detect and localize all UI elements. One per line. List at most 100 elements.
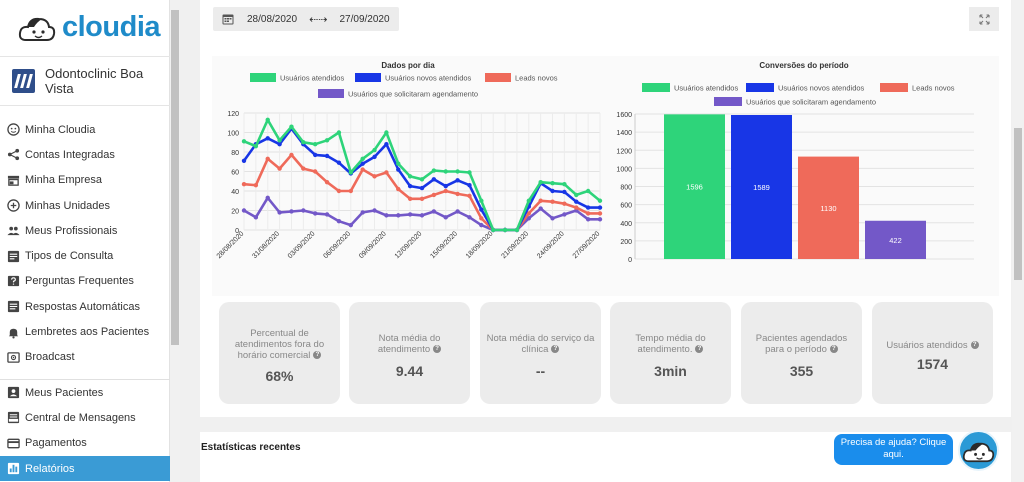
help-chatbot-button[interactable] (958, 430, 999, 471)
sidebar-item-minhas-unidades[interactable]: Minhas Unidades (0, 193, 170, 218)
data-point[interactable] (491, 227, 496, 233)
legend-swatch[interactable] (485, 73, 511, 82)
data-point[interactable] (479, 222, 484, 228)
help-bubble-button[interactable]: Precisa de ajuda? Clique aqui. (834, 434, 953, 465)
data-point[interactable] (538, 198, 543, 203)
data-point[interactable] (396, 186, 401, 192)
help-icon[interactable]: ? (313, 351, 322, 360)
data-point[interactable] (277, 138, 282, 143)
data-point[interactable] (455, 178, 460, 183)
data-point[interactable] (265, 156, 270, 162)
data-point[interactable] (419, 185, 425, 191)
help-icon[interactable]: ? (433, 345, 442, 354)
legend-swatch[interactable] (746, 83, 774, 92)
legend-swatch[interactable] (318, 89, 344, 98)
data-point[interactable] (455, 191, 460, 197)
data-point[interactable] (313, 169, 318, 174)
data-point[interactable] (585, 217, 591, 222)
data-point[interactable] (431, 209, 437, 214)
data-point[interactable] (514, 227, 520, 233)
sidebar-item-meus-profissionais[interactable]: Meus Profissionais (0, 218, 170, 243)
data-point[interactable] (550, 199, 555, 204)
data-point[interactable] (360, 210, 365, 215)
sidebar-item-meus-pacientes[interactable]: Meus Pacientes (0, 380, 170, 405)
data-point[interactable] (574, 199, 579, 204)
sidebar-item-broadcast[interactable]: Broadcast (0, 345, 170, 370)
data-point[interactable] (396, 213, 401, 218)
data-point[interactable] (455, 209, 460, 214)
help-icon[interactable]: ? (829, 345, 838, 354)
help-icon[interactable]: ? (551, 345, 560, 354)
legend-swatch[interactable] (250, 73, 276, 82)
data-point[interactable] (372, 208, 377, 213)
data-point[interactable] (538, 206, 543, 211)
data-point[interactable] (467, 215, 472, 220)
data-point[interactable] (443, 188, 448, 194)
sidebar-item-relat-rios[interactable]: Relatórios (0, 455, 170, 482)
sidebar-item-tipos-de-consulta[interactable]: Tipos de Consulta (0, 243, 170, 268)
data-point[interactable] (467, 182, 472, 188)
data-point[interactable] (407, 196, 413, 201)
data-point[interactable] (301, 208, 306, 213)
data-point[interactable] (360, 156, 365, 162)
bar[interactable] (731, 114, 792, 259)
data-point[interactable] (384, 130, 389, 135)
data-point[interactable] (324, 180, 330, 185)
data-point[interactable] (467, 170, 472, 175)
data-point[interactable] (585, 205, 591, 210)
page-scrollbar-thumb[interactable] (1014, 128, 1022, 280)
data-point[interactable] (241, 181, 247, 187)
data-point[interactable] (419, 213, 425, 218)
data-point[interactable] (550, 181, 555, 186)
data-point[interactable] (597, 211, 603, 216)
data-point[interactable] (289, 124, 294, 129)
data-point[interactable] (562, 181, 567, 187)
data-point[interactable] (443, 215, 448, 220)
data-point[interactable] (574, 205, 579, 210)
sidebar-scrollbar-thumb[interactable] (171, 10, 179, 345)
data-point[interactable] (597, 198, 603, 203)
data-point[interactable] (562, 212, 567, 217)
data-point[interactable] (431, 177, 437, 182)
data-point[interactable] (241, 158, 247, 163)
data-point[interactable] (360, 167, 365, 172)
data-point[interactable] (526, 216, 531, 221)
data-point[interactable] (597, 217, 603, 222)
bar[interactable] (865, 220, 926, 259)
data-point[interactable] (467, 193, 472, 199)
data-point[interactable] (384, 142, 389, 147)
data-point[interactable] (360, 161, 365, 166)
data-point[interactable] (336, 130, 342, 135)
data-point[interactable] (431, 168, 437, 173)
data-point[interactable] (407, 212, 413, 217)
data-point[interactable] (526, 211, 531, 216)
legend-swatch[interactable] (714, 97, 742, 106)
data-point[interactable] (526, 198, 531, 203)
data-point[interactable] (585, 188, 591, 194)
data-point[interactable] (313, 142, 318, 147)
data-point[interactable] (324, 153, 330, 159)
sidebar-item-minha-empresa[interactable]: Minha Empresa (0, 168, 170, 193)
sidebar-item-contas-integradas[interactable]: Contas Integradas (0, 142, 170, 167)
data-point[interactable] (407, 183, 413, 189)
data-point[interactable] (348, 188, 353, 194)
data-point[interactable] (585, 211, 591, 216)
data-point[interactable] (277, 166, 282, 171)
data-point[interactable] (550, 188, 555, 194)
data-point[interactable] (336, 188, 342, 194)
sidebar-scrollbar[interactable] (170, 0, 180, 482)
help-icon[interactable]: ? (970, 341, 979, 350)
data-point[interactable] (431, 192, 437, 198)
data-point[interactable] (253, 182, 259, 188)
data-point[interactable] (336, 219, 342, 224)
sidebar-item-respostas-autom-ticas[interactable]: Respostas Automáticas (0, 294, 170, 319)
data-point[interactable] (289, 209, 294, 214)
data-point[interactable] (372, 154, 377, 160)
data-point[interactable] (384, 170, 389, 175)
data-point[interactable] (265, 195, 270, 201)
data-point[interactable] (277, 210, 282, 215)
data-point[interactable] (562, 201, 567, 206)
data-point[interactable] (372, 147, 377, 153)
data-point[interactable] (419, 177, 425, 182)
data-point[interactable] (301, 166, 306, 171)
